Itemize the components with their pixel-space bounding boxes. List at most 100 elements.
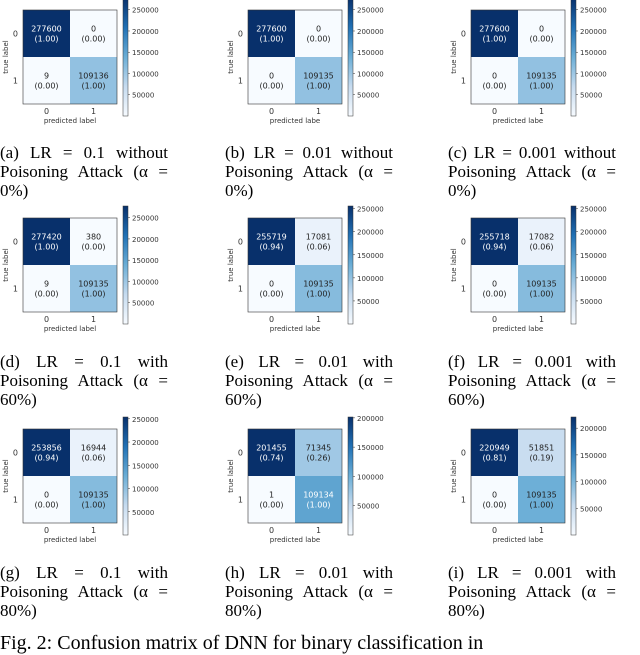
y-tick-label: 0 (461, 238, 466, 247)
cell-percent-label: (1.00) (259, 35, 283, 44)
colorbar-tick-label: 250000 (580, 7, 607, 15)
colorbar (347, 416, 354, 536)
matrix-cell (295, 10, 342, 57)
subfigure-letter: (b) (225, 143, 254, 162)
x-tick-label: 0 (44, 526, 49, 535)
cell-count-label: 0 (316, 25, 321, 34)
cell-percent-label: (0.00) (482, 82, 506, 91)
cell-percent-label: (1.00) (34, 35, 58, 44)
colorbar-tick-label: 150000 (357, 252, 384, 260)
subfigure-caption-text: LR = 0.001 without Poisoning Attack (α =… (448, 143, 616, 200)
cell-count-label: 17082 (529, 233, 554, 242)
matrix-cell (518, 57, 565, 104)
matrix-cell (518, 265, 565, 312)
x-tick-label: 1 (539, 107, 544, 116)
cell-count-label: 51851 (529, 444, 554, 453)
cell-percent-label: (1.00) (81, 501, 105, 510)
cell-percent-label: (0.00) (34, 290, 58, 299)
cell-percent-label: (0.00) (259, 290, 283, 299)
subfigure-caption: (i) LR = 0.001 with Poisoning Attack (α … (448, 563, 616, 620)
cell-percent-label: (0.00) (529, 35, 553, 44)
matrix-cell (295, 218, 342, 265)
y-tick-label: 0 (13, 30, 18, 39)
cell-count-label: 277600 (31, 25, 62, 34)
colorbar-tick-label: 250000 (357, 206, 384, 214)
subfigure-caption: (e) LR = 0.01 with Poisoning Attack (α =… (225, 352, 393, 409)
x-tick-label: 1 (91, 526, 96, 535)
subfigure-caption: (c) LR = 0.001 without Poisoning Attack … (448, 143, 616, 200)
cell-count-label: 109135 (526, 491, 557, 500)
colorbar-tick-label: 50000 (580, 298, 602, 306)
y-tick-label: 1 (461, 77, 466, 86)
subfigure-caption-text: LR = 0.01 without Poisoning Attack (α = … (225, 143, 393, 200)
subfigure-letter: (g) (0, 563, 37, 582)
colorbar (122, 416, 129, 536)
colorbar-tick-label: 50000 (357, 92, 379, 100)
subfigure-caption-text: LR = 0.01 with Poisoning Attack (α = 60%… (225, 352, 393, 409)
cell-count-label: 0 (269, 72, 274, 81)
cell-percent-label: (0.06) (306, 243, 330, 252)
colorbar-tick-label: 100000 (580, 479, 607, 487)
cell-count-label: 255719 (256, 233, 287, 242)
colorbar-tick-label: 200000 (580, 28, 607, 36)
cell-count-label: 9 (44, 72, 49, 81)
cell-percent-label: (1.00) (34, 243, 58, 252)
colorbar-tick-label: 50000 (357, 503, 379, 511)
colorbar-tick-label: 200000 (357, 415, 384, 423)
cell-percent-label: (0.94) (482, 243, 506, 252)
colorbar (570, 0, 577, 117)
cell-count-label: 109136 (78, 72, 109, 81)
matrix-cell (23, 429, 70, 476)
matrix-cell (471, 10, 518, 57)
cell-percent-label: (1.00) (529, 82, 553, 91)
colorbar-tick-label: 200000 (132, 439, 159, 447)
y-tick-label: 1 (461, 285, 466, 294)
colorbar-tick-label: 150000 (132, 49, 159, 57)
colorbar-tick-label: 50000 (132, 509, 154, 517)
cell-percent-label: (0.00) (482, 501, 506, 510)
colorbar (347, 205, 354, 325)
cell-count-label: 0 (492, 280, 497, 289)
y-tick-label: 0 (13, 449, 18, 458)
cell-count-label: 109135 (303, 72, 334, 81)
subfigure-caption: (d) LR = 0.1 with Poisoning Attack (α = … (0, 352, 168, 409)
cell-percent-label: (0.26) (306, 454, 330, 463)
cell-count-label: 277600 (479, 25, 510, 34)
x-axis-label: predicted labe (270, 325, 320, 333)
matrix-cell (70, 57, 117, 104)
colorbar-tick-label: 150000 (132, 257, 159, 265)
colorbar-tick-label: 100000 (580, 275, 607, 283)
colorbar-tick-label: 100000 (357, 473, 384, 481)
cell-count-label: 16944 (81, 444, 106, 453)
cell-count-label: 0 (269, 280, 274, 289)
cell-count-label: 109135 (303, 280, 334, 289)
colorbar-tick-label: 200000 (580, 425, 607, 433)
cell-percent-label: (0.00) (482, 290, 506, 299)
cell-count-label: 253856 (31, 444, 62, 453)
confusion-matrix-chart: 220949(0.81)51851(0.19)0(0.00)109135(1.0… (450, 416, 607, 544)
cell-percent-label: (1.00) (529, 501, 553, 510)
subfigure-letter: (e) (225, 352, 259, 371)
cell-count-label: 17081 (306, 233, 331, 242)
matrix-cell (518, 429, 565, 476)
cell-count-label: 109135 (526, 280, 557, 289)
x-tick-label: 0 (269, 107, 274, 116)
y-tick-label: 1 (461, 496, 466, 505)
subfigure-caption: (a) LR = 0.1 without Poisoning Attack (α… (0, 143, 168, 200)
subfigure-caption-text: LR = 0.01 with Poisoning Attack (α = 80%… (225, 563, 393, 620)
x-tick-label: 1 (539, 526, 544, 535)
cell-percent-label: (0.00) (259, 82, 283, 91)
matrix-cell (248, 265, 295, 312)
cell-percent-label: (0.06) (81, 454, 105, 463)
colorbar-tick-label: 50000 (357, 298, 379, 306)
colorbar (570, 205, 577, 325)
colorbar-tick-label: 100000 (132, 278, 159, 286)
x-axis-label: predicted label (44, 536, 96, 544)
colorbar-tick-label: 200000 (357, 28, 384, 36)
cell-count-label: 0 (44, 491, 49, 500)
matrix-cell (248, 218, 295, 265)
y-tick-label: 0 (461, 30, 466, 39)
cell-percent-label: (0.00) (259, 501, 283, 510)
cell-count-label: 0 (492, 72, 497, 81)
figure-caption-footer: Fig. 2: Confusion matrix of DNN for bina… (0, 632, 484, 654)
